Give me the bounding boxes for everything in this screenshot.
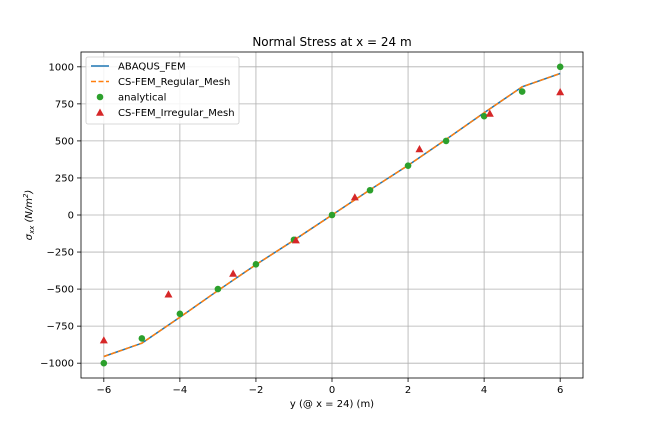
legend-label-abaqus-fem: ABAQUS_FEM: [118, 62, 186, 73]
data-point-analytical: [480, 112, 488, 120]
series-line-cs-fem-regular-mesh: [103, 72, 561, 358]
x-tick-label: 6: [557, 385, 563, 396]
data-point-cs-fem-irregular-mesh: [556, 88, 565, 96]
legend-swatch-cs-fem-irregular-mesh: [96, 108, 104, 116]
y-tick-label: −750: [47, 322, 74, 333]
data-point-analytical: [556, 63, 564, 71]
data-point-analytical: [328, 211, 336, 219]
data-point-analytical: [214, 285, 222, 293]
grid: [81, 52, 583, 378]
legend: ABAQUS_FEM CS-FEM_Regular_Mesh analytical C…: [85, 56, 240, 125]
series-layer: [99, 63, 565, 367]
y-tick-label: −250: [47, 248, 74, 259]
ticks: −6 −4 −2 0 2 4 6 −1000 −750 −500 −250 0 250 500 750 100…: [40, 62, 563, 396]
x-tick-label: −2: [249, 385, 264, 396]
y-tick-label: 500: [55, 136, 74, 147]
y-tick-label: −1000: [40, 359, 74, 370]
x-tick-label: −4: [173, 385, 188, 396]
y-tick-label: 0: [68, 211, 74, 222]
data-point-cs-fem-irregular-mesh: [485, 109, 494, 117]
data-point-analytical: [176, 310, 184, 318]
data-point-cs-fem-irregular-mesh: [291, 236, 300, 244]
legend-swatch-analytical: [96, 93, 104, 101]
data-point-analytical: [442, 137, 450, 145]
data-point-cs-fem-irregular-mesh: [164, 290, 173, 298]
y-axis-label-subscript: xx: [28, 225, 36, 235]
x-tick-label: 0: [329, 385, 335, 396]
data-point-analytical: [100, 359, 108, 367]
data-point-cs-fem-irregular-mesh: [99, 336, 108, 344]
legend-label-analytical: analytical: [118, 93, 166, 104]
y-tick-label: −500: [47, 285, 74, 296]
legend-box: [85, 56, 240, 125]
data-point-analytical: [366, 186, 374, 194]
y-axis-label-unit-exponent: 2: [22, 193, 30, 198]
data-point-cs-fem-irregular-mesh: [415, 145, 424, 153]
legend-label-cs-fem-regular-mesh: CS-FEM_Regular_Mesh: [118, 77, 230, 88]
x-tick-label: 4: [481, 385, 487, 396]
data-point-analytical: [518, 88, 526, 95]
data-point-cs-fem-irregular-mesh: [350, 193, 359, 201]
data-point-analytical: [252, 261, 260, 268]
y-axis-label-unit: (N/m: [24, 198, 35, 226]
y-tick-label: 750: [55, 99, 74, 110]
data-point-cs-fem-irregular-mesh: [229, 269, 238, 277]
x-tick-label: −6: [96, 385, 111, 396]
legend-items: ABAQUS_FEM CS-FEM_Regular_Mesh analytical C…: [91, 62, 235, 119]
data-point-analytical: [138, 335, 146, 342]
y-axis-label-unit-close: ): [24, 190, 35, 195]
y-tick-label: 1000: [49, 62, 74, 73]
x-axis-label: y (@ x = 24) (m): [290, 399, 374, 410]
y-tick-label: 250: [55, 173, 74, 184]
legend-label-cs-fem-irregular-mesh: CS-FEM_Irregular_Mesh: [118, 108, 235, 119]
chart-title: Normal Stress at x = 24 m: [252, 35, 411, 49]
data-point-analytical: [404, 162, 412, 169]
x-tick-label: 2: [405, 385, 411, 396]
y-axis-label-symbol: σ: [24, 233, 35, 240]
y-axis-label: σxx (N/m2): [22, 190, 36, 241]
